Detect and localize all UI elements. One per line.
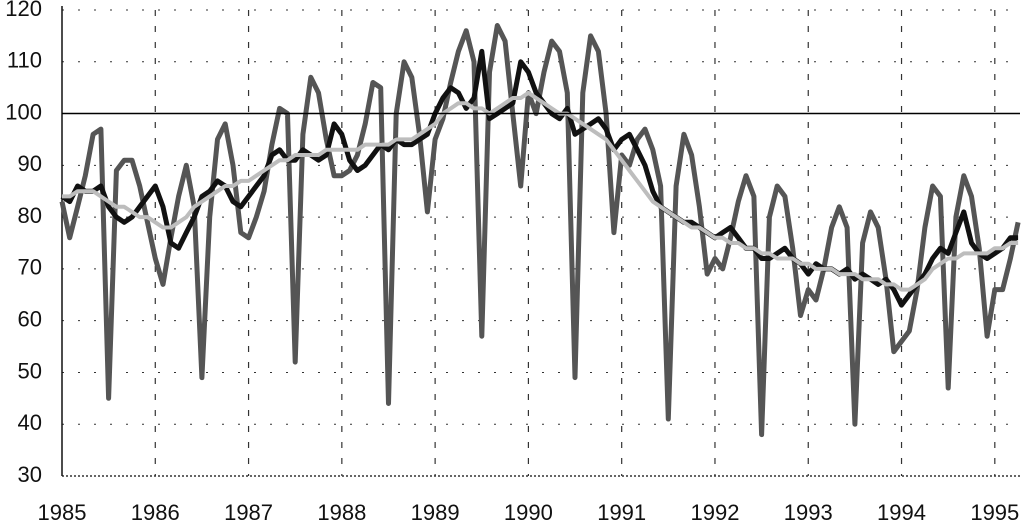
x-tick-label: 1987	[224, 500, 273, 525]
x-tick-label: 1993	[784, 500, 833, 525]
x-tick-label: 1995	[970, 500, 1019, 525]
y-tick-label: 60	[18, 306, 42, 331]
x-tick-label: 1986	[131, 500, 180, 525]
series-line	[62, 90, 1019, 292]
y-tick-label: 120	[5, 0, 42, 21]
y-tick-label: 70	[18, 255, 42, 280]
x-tick-label: 1992	[690, 500, 739, 525]
y-tick-label: 40	[18, 410, 42, 435]
x-tick-label: 1991	[597, 500, 646, 525]
y-tick-label: 110	[7, 48, 42, 73]
y-tick-label: 30	[18, 462, 42, 487]
x-tick-label: 1989	[411, 500, 460, 525]
y-tick-label: 50	[18, 358, 42, 383]
y-tick-label: 90	[18, 151, 42, 176]
series-line	[59, 23, 1021, 438]
x-tick-label: 1994	[877, 500, 926, 525]
y-tick-label: 80	[18, 203, 42, 228]
y-tick-label: 100	[5, 99, 42, 124]
x-tick-label: 1985	[38, 500, 87, 525]
x-tick-label: 1988	[317, 500, 366, 525]
x-tick-label: 1990	[504, 500, 553, 525]
